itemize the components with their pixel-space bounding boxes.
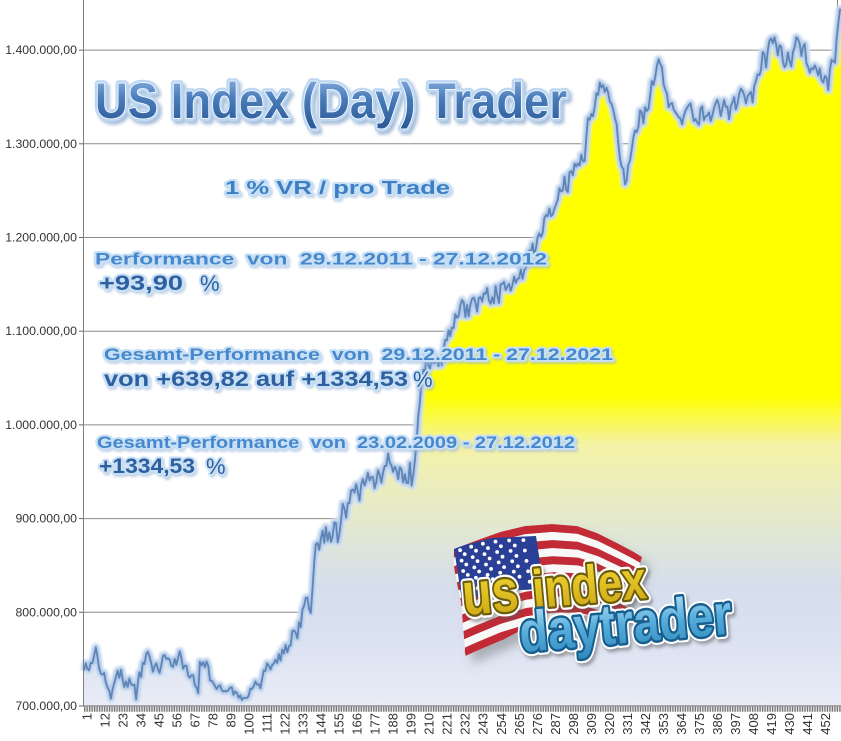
svg-text:254: 254 xyxy=(494,713,509,735)
svg-text:56: 56 xyxy=(169,713,184,727)
svg-text:+93,90: +93,90 xyxy=(99,272,183,295)
svg-text:45: 45 xyxy=(151,713,166,727)
svg-text:177: 177 xyxy=(368,713,383,735)
svg-text:%: % xyxy=(200,271,220,296)
svg-text:23: 23 xyxy=(115,713,130,727)
svg-text:166: 166 xyxy=(350,713,365,735)
svg-text:1.100.000,00: 1.100.000,00 xyxy=(5,324,77,338)
svg-text:419: 419 xyxy=(764,713,779,735)
svg-text:309: 309 xyxy=(584,713,599,735)
svg-text:1 % VR / pro Trade: 1 % VR / pro Trade xyxy=(225,178,450,198)
svg-text:89: 89 xyxy=(224,713,239,727)
svg-text:+1334,53: +1334,53 xyxy=(99,455,195,478)
svg-text:397: 397 xyxy=(728,713,743,735)
svg-text:342: 342 xyxy=(638,713,653,735)
svg-text:67: 67 xyxy=(187,713,202,727)
svg-text:276: 276 xyxy=(530,713,545,735)
svg-text:Gesamt-Performance von 23.02: Gesamt-Performance von 23.02.2009 - 27.1… xyxy=(97,434,575,452)
svg-text:1: 1 xyxy=(79,713,94,720)
svg-text:1.000.000,00: 1.000.000,00 xyxy=(5,418,77,432)
svg-text:144: 144 xyxy=(314,713,329,735)
svg-text:133: 133 xyxy=(296,713,311,735)
svg-text:111: 111 xyxy=(260,713,275,733)
svg-text:199: 199 xyxy=(404,713,419,735)
svg-text:122: 122 xyxy=(278,713,293,735)
svg-text:331: 331 xyxy=(620,713,635,735)
svg-text:364: 364 xyxy=(674,713,689,735)
svg-text:243: 243 xyxy=(476,713,491,735)
svg-text:34: 34 xyxy=(133,713,148,727)
svg-text:700.000,00: 700.000,00 xyxy=(15,699,77,713)
svg-text:188: 188 xyxy=(386,713,401,735)
svg-text:1.200.000,00: 1.200.000,00 xyxy=(5,231,77,245)
svg-text:430: 430 xyxy=(782,713,797,735)
svg-text:%: % xyxy=(206,454,226,479)
svg-text:265: 265 xyxy=(512,713,527,735)
svg-text:221: 221 xyxy=(440,713,455,735)
svg-text:441: 441 xyxy=(800,713,815,735)
svg-text:298: 298 xyxy=(566,713,581,735)
svg-text:%: % xyxy=(413,367,433,392)
svg-text:375: 375 xyxy=(692,713,707,735)
svg-text:386: 386 xyxy=(710,713,725,735)
svg-text:index: index xyxy=(530,550,649,620)
svg-text:index: index xyxy=(530,550,649,620)
svg-text:von +639,82 auf +1334,53: von +639,82 auf +1334,53 xyxy=(104,368,408,391)
svg-text:408: 408 xyxy=(746,713,761,735)
svg-text:232: 232 xyxy=(458,713,473,735)
svg-text:210: 210 xyxy=(422,713,437,735)
svg-text:78: 78 xyxy=(205,713,220,727)
svg-text:100: 100 xyxy=(242,713,257,735)
svg-text:320: 320 xyxy=(602,713,617,735)
svg-text:us: us xyxy=(459,556,521,628)
svg-text:900.000,00: 900.000,00 xyxy=(15,512,77,526)
svg-text:1.400.000,00: 1.400.000,00 xyxy=(5,43,77,57)
svg-text:353: 353 xyxy=(656,713,671,735)
svg-text:Performance von 29.12.2011 -: Performance von 29.12.2011 - 27.12.2012 xyxy=(95,251,547,269)
svg-text:US Index (Day) Trader: US Index (Day) Trader xyxy=(95,73,567,129)
svg-text:452: 452 xyxy=(818,713,833,735)
svg-text:800.000,00: 800.000,00 xyxy=(15,605,77,619)
svg-text:287: 287 xyxy=(548,713,563,735)
svg-text:1.300.000,00: 1.300.000,00 xyxy=(5,137,77,151)
svg-text:us: us xyxy=(459,556,521,628)
svg-text:US Index (Day) Trader: US Index (Day) Trader xyxy=(95,73,567,129)
svg-text:Gesamt-Performance von 29.12: Gesamt-Performance von 29.12.2011 - 27.1… xyxy=(104,346,613,364)
svg-text:12: 12 xyxy=(97,713,112,727)
svg-text:155: 155 xyxy=(332,713,347,735)
